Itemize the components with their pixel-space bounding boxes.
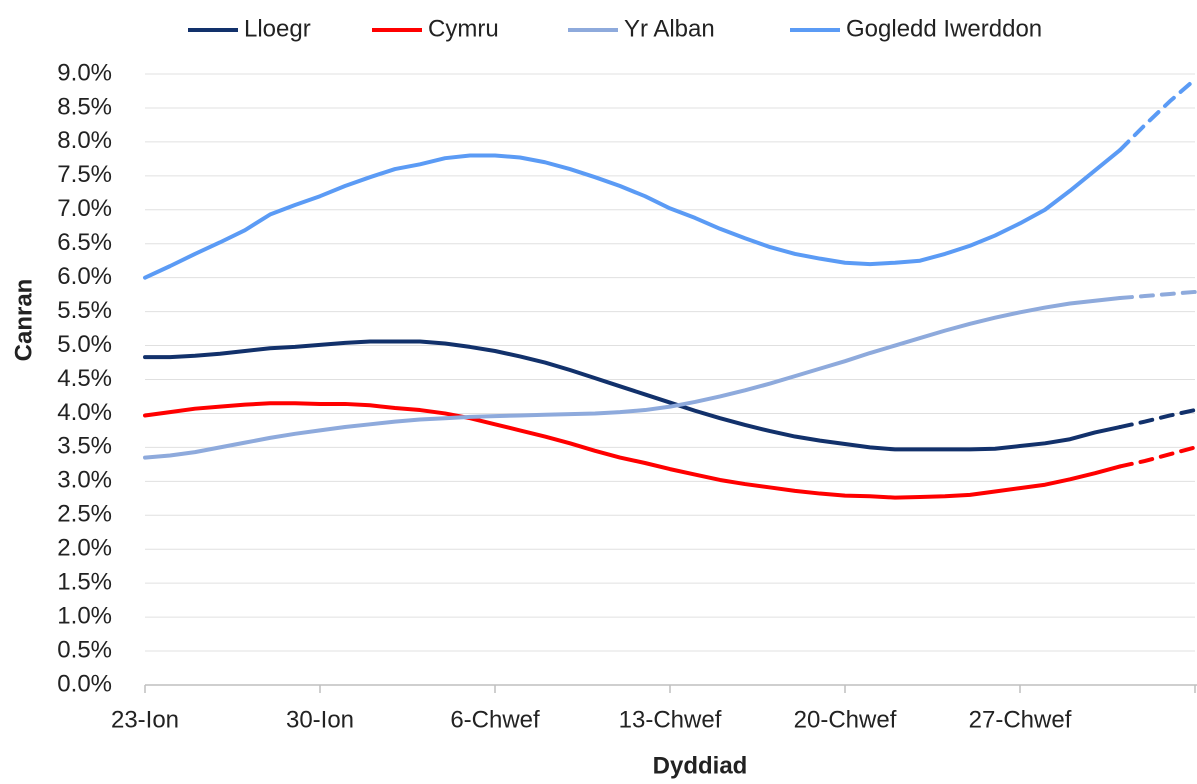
series-line-dashed	[1118, 408, 1197, 430]
legend-label: Lloegr	[244, 15, 311, 42]
series-line-dashed	[1118, 445, 1197, 469]
series-line	[143, 296, 1122, 460]
series-line-dashed	[1118, 289, 1197, 301]
y-tick-label: 0.0%	[57, 670, 112, 697]
series-line	[143, 339, 1122, 452]
x-tick-label: 20-Chwef	[794, 706, 897, 733]
y-tick-label: 4.0%	[57, 399, 112, 426]
y-tick-label: 2.5%	[57, 501, 112, 528]
legend-label: Cymru	[428, 15, 499, 42]
y-tick-label: 2.0%	[57, 535, 112, 562]
y-tick-label: 6.0%	[57, 263, 112, 290]
x-tick-label: 13-Chwef	[619, 706, 722, 733]
legend-label: Gogledd Iwerddon	[846, 15, 1042, 42]
y-tick-label: 8.5%	[57, 93, 112, 120]
y-tick-label: 3.0%	[57, 467, 112, 494]
y-tick-label: 7.0%	[57, 195, 112, 222]
y-tick-label: 4.5%	[57, 365, 112, 392]
y-tick-label: 1.5%	[57, 569, 112, 596]
x-tick-label: 27-Chwef	[969, 706, 1072, 733]
y-tick-label: 5.0%	[57, 331, 112, 358]
y-axis-title: Canran	[10, 279, 37, 362]
y-tick-label: 5.5%	[57, 297, 112, 324]
y-tick-label: 0.5%	[57, 636, 112, 663]
y-tick-label: 3.5%	[57, 433, 112, 460]
y-tick-label: 1.0%	[57, 602, 112, 629]
series-line	[143, 401, 1122, 500]
y-tick-label: 8.0%	[57, 127, 112, 154]
x-tick-label: 23-Ion	[111, 706, 179, 733]
series-line-dashed	[1118, 77, 1197, 153]
x-tick-label: 6-Chwef	[450, 706, 540, 733]
series-line	[143, 148, 1122, 280]
x-tick-label: 30-Ion	[286, 706, 354, 733]
y-tick-label: 9.0%	[57, 59, 112, 86]
y-tick-label: 7.5%	[57, 161, 112, 188]
y-tick-label: 6.5%	[57, 229, 112, 256]
x-axis-title: Dyddiad	[653, 752, 748, 779]
legend-label: Yr Alban	[624, 15, 715, 42]
